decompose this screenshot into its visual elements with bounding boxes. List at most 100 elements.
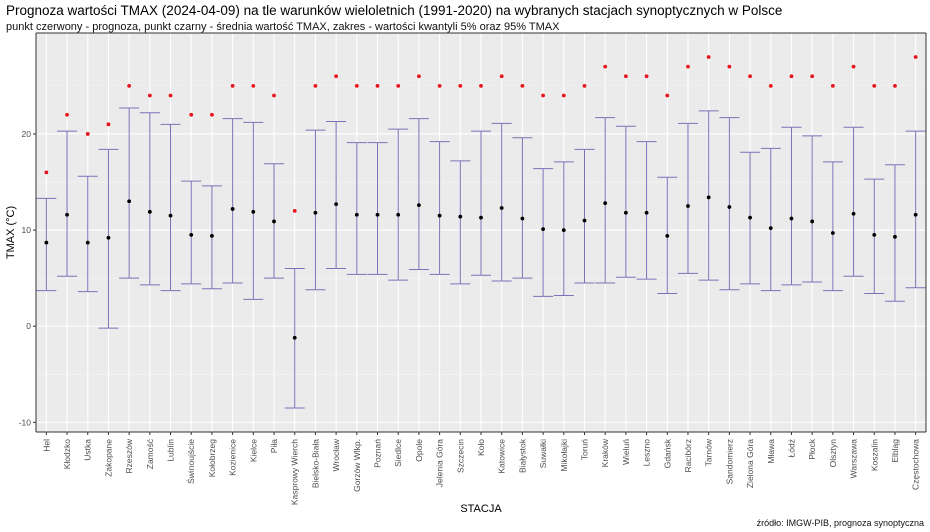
x-tick-label: Lublin — [166, 439, 176, 462]
forecast-point — [872, 83, 877, 88]
chart-caption: źródło: IMGW-PIB, prognoza synoptyczna — [756, 518, 924, 528]
x-tick-label: Opole — [414, 439, 424, 462]
forecast-point — [292, 208, 297, 213]
forecast-point — [520, 83, 525, 88]
x-tick-label: Płock — [807, 438, 817, 460]
x-tick-label: Zielona Góra — [745, 439, 755, 488]
mean-point — [727, 205, 732, 209]
forecast-point — [665, 93, 670, 98]
forecast-point — [603, 64, 608, 69]
mean-point — [417, 203, 421, 207]
mean-point — [893, 234, 897, 239]
mean-point — [789, 216, 794, 221]
forecast-point — [230, 83, 235, 88]
forecast-point — [768, 83, 773, 88]
x-tick-label: Piła — [269, 439, 279, 453]
x-tick-label: Łódź — [786, 439, 796, 457]
mean-point — [189, 233, 194, 237]
forecast-point — [85, 132, 90, 136]
x-tick-label: Kasprowy Wierch — [290, 439, 300, 505]
mean-point — [913, 212, 918, 217]
x-tick-label: Rzeszów — [124, 438, 134, 473]
y-tick-label: 10 — [22, 225, 32, 235]
forecast-point — [210, 112, 214, 117]
forecast-point — [437, 83, 442, 88]
x-tick-label: Katowice — [497, 439, 507, 474]
chart-subtitle: punkt czerwony - prognoza, punkt czarny … — [6, 21, 560, 33]
mean-point — [272, 219, 276, 224]
forecast-point — [499, 74, 504, 79]
x-tick-label: Hel — [41, 439, 51, 452]
x-axis-title: STACJA — [460, 503, 502, 515]
forecast-point — [106, 122, 111, 127]
x-tick-label: Siedlce — [393, 439, 403, 467]
x-tick-label: Jelenia Góra — [435, 439, 445, 487]
mean-point — [623, 210, 628, 215]
mean-point — [437, 213, 442, 218]
forecast-point — [251, 83, 256, 88]
x-tick-label: Olsztyn — [828, 439, 838, 468]
x-tick-label: Gdańsk — [662, 438, 672, 468]
x-tick-label: Koło — [476, 439, 486, 456]
mean-point — [520, 216, 525, 221]
y-axis-title: TMAX (°C) — [5, 206, 17, 259]
forecast-point — [354, 83, 359, 88]
mean-point — [85, 240, 90, 245]
x-tick-label: Wrocław — [331, 438, 341, 471]
mean-point — [479, 215, 483, 220]
x-tick-label: Kozienice — [228, 439, 238, 476]
x-tick-label: Kołobrzeg — [207, 439, 217, 478]
mean-point — [499, 206, 504, 210]
forecast-point — [706, 55, 711, 59]
forecast-point — [168, 93, 173, 98]
forecast-point — [189, 112, 194, 117]
x-tick-label: Mława — [766, 439, 776, 464]
forecast-point — [127, 83, 132, 88]
forecast-point — [541, 93, 545, 98]
x-tick-label: Zakopane — [103, 439, 113, 477]
mean-point — [872, 233, 877, 237]
x-tick-label: Poznań — [373, 439, 383, 468]
mean-point — [396, 212, 401, 217]
forecast-point — [396, 83, 401, 88]
mean-point — [458, 214, 463, 219]
forecast-point — [65, 112, 69, 117]
mean-point — [127, 199, 132, 204]
y-tick-label: 0 — [26, 321, 31, 331]
x-tick-label: Bielsko-Biała — [310, 439, 320, 488]
mean-point — [334, 202, 339, 207]
mean-point — [686, 204, 690, 208]
forecast-point — [748, 74, 752, 79]
forecast-point — [830, 83, 835, 88]
forecast-point — [686, 64, 690, 69]
mean-point — [313, 210, 318, 215]
mean-point — [851, 211, 856, 216]
chart-title: Prognoza wartości TMAX (2024-04-09) na t… — [6, 3, 783, 18]
x-tick-label: Elbląg — [890, 439, 900, 463]
x-tick-label: Racibórz — [683, 439, 693, 473]
forecast-point — [582, 83, 587, 88]
x-tick-label: Koszalin — [869, 439, 879, 471]
y-tick-label: -10 — [19, 417, 32, 427]
x-tick-label: Tarnów — [704, 438, 714, 466]
x-tick-label: Mikołajki — [559, 439, 569, 472]
mean-point — [603, 201, 608, 206]
mean-point — [44, 240, 49, 245]
mean-point — [251, 209, 256, 214]
mean-point — [106, 235, 111, 240]
forecast-point — [727, 64, 732, 69]
forecast-point — [417, 74, 421, 79]
x-tick-label: Ustka — [83, 439, 93, 461]
forecast-point — [893, 83, 897, 88]
forecast-point — [644, 74, 649, 79]
forecast-point — [623, 74, 628, 79]
y-tick-label: 20 — [22, 129, 32, 139]
x-tick-label: Świnoujście — [185, 439, 196, 484]
x-tick-label: Gorzów Wlkp. — [352, 439, 362, 492]
mean-point — [810, 219, 815, 224]
mean-point — [768, 226, 773, 231]
forecast-point — [810, 74, 815, 79]
x-tick-label: Białystok — [517, 438, 527, 473]
forecast-point — [272, 93, 276, 98]
mean-point — [147, 209, 152, 214]
